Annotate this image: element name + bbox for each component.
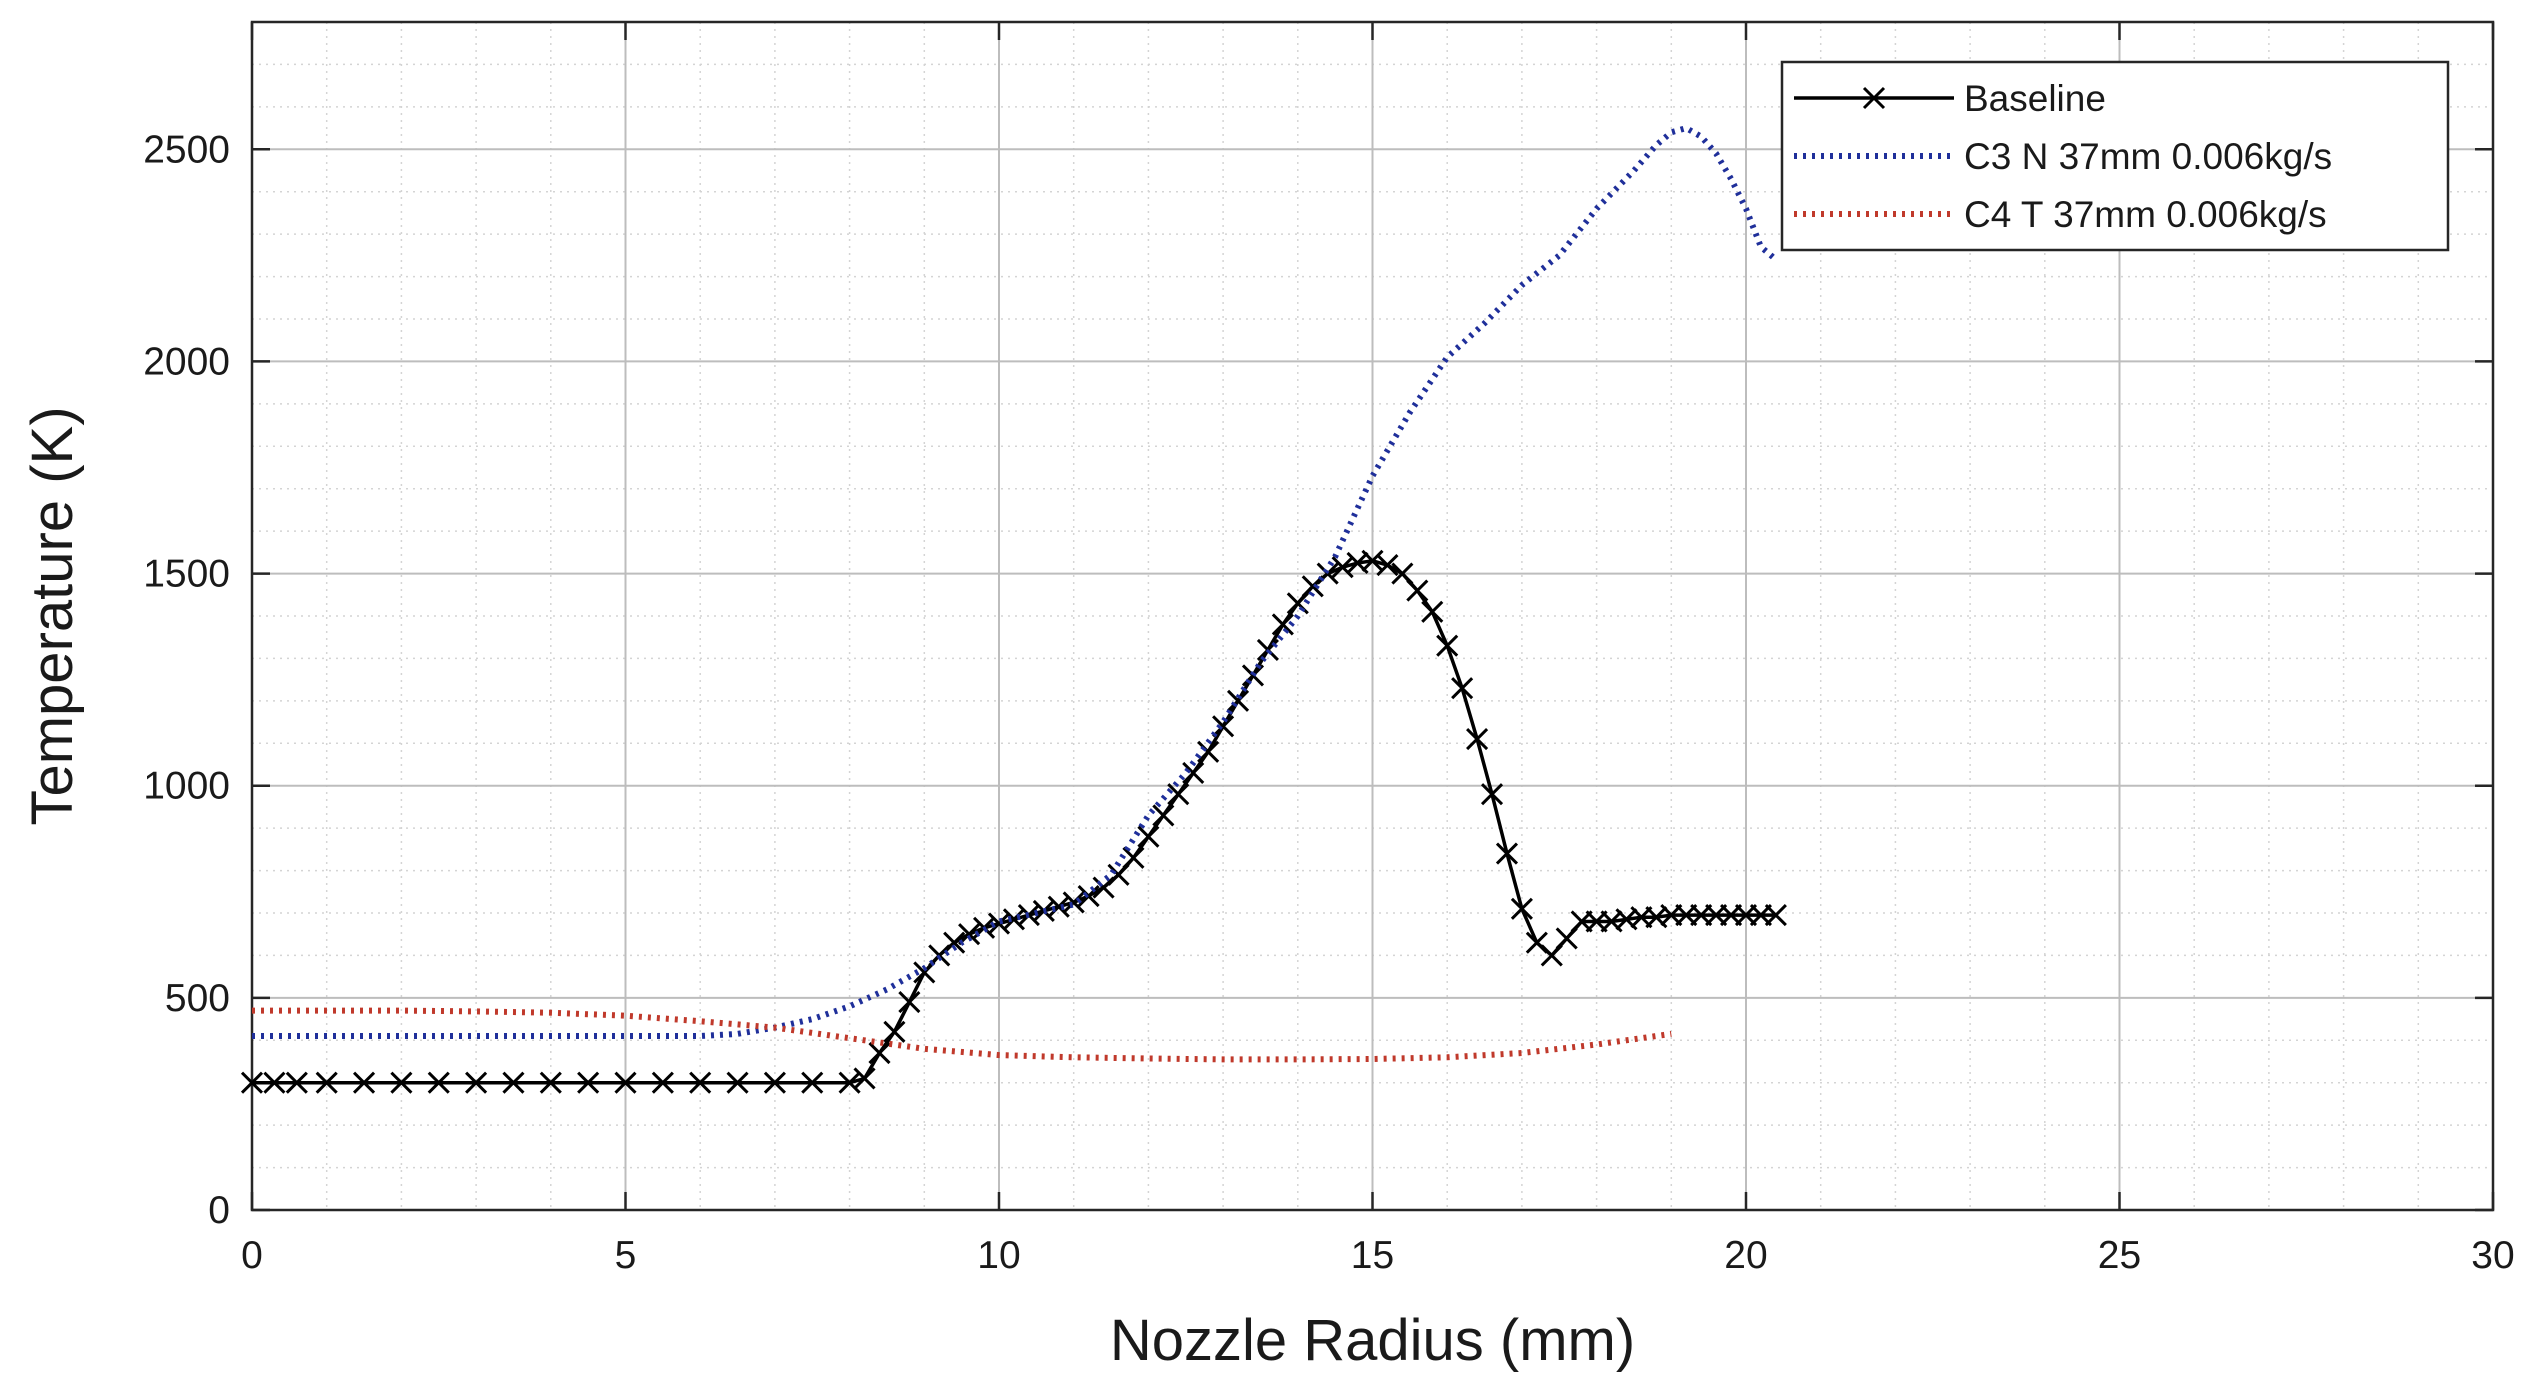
x-marker (1764, 904, 1787, 927)
x-marker (1301, 575, 1324, 598)
x-marker (577, 1071, 600, 1094)
x-marker (1167, 783, 1190, 806)
x-marker (1406, 579, 1429, 602)
x-marker (1002, 908, 1026, 931)
x-marker (898, 991, 921, 1014)
legend-label: C4 T 37mm 0.006kg/s (1964, 194, 2327, 235)
y-tick-label: 0 (208, 1189, 230, 1232)
series-line (252, 1007, 1672, 1063)
x-marker (352, 1071, 376, 1094)
x-marker (1271, 613, 1294, 636)
x-marker (1525, 931, 1548, 954)
x-marker (689, 1071, 712, 1094)
x-marker (263, 1071, 286, 1094)
legend: Baseline C3 N 37mm 0.006kg/s C4 T 37mm 0.0… (1780, 60, 2450, 252)
x-marker (763, 1071, 786, 1094)
x-marker (651, 1071, 674, 1094)
x-marker (987, 912, 1011, 935)
y-tick-label: 2500 (143, 128, 230, 171)
x-tick-label: 10 (977, 1234, 1020, 1277)
legend-item: Baseline (1794, 78, 2106, 119)
x-marker (1226, 689, 1250, 712)
x-marker (1062, 891, 1085, 914)
legend-item: C3 N 37mm 0.006kg/s (1794, 136, 2332, 177)
x-marker (1466, 727, 1489, 751)
x-marker (390, 1071, 413, 1094)
x-marker (1047, 895, 1070, 918)
x-tick-label: 5 (615, 1234, 637, 1277)
x-marker (1862, 86, 1886, 110)
x-marker (1092, 876, 1115, 899)
x-marker (726, 1071, 749, 1094)
x-marker (1212, 715, 1235, 738)
x-marker (1436, 634, 1459, 657)
x-marker (614, 1071, 637, 1094)
x-marker (1122, 846, 1145, 869)
x-marker (1331, 556, 1354, 579)
x-tick-label: 0 (241, 1234, 263, 1277)
x-tick-label: 15 (1351, 1234, 1394, 1277)
x-marker (539, 1071, 562, 1094)
x-marker (465, 1071, 488, 1094)
x-marker (801, 1071, 824, 1094)
x-tick-label: 20 (1724, 1234, 1767, 1277)
x-marker (943, 931, 966, 954)
legend-label: C3 N 37mm 0.006kg/s (1964, 136, 2332, 177)
x-marker (427, 1071, 450, 1094)
x-axis-title: Nozzle Radius (mm) (1110, 1308, 1635, 1373)
legend-item: C4 T 37mm 0.006kg/s (1794, 194, 2327, 235)
y-tick-label: 1500 (143, 553, 230, 596)
y-tick-label: 2000 (143, 340, 230, 383)
grid (251, 21, 2494, 1211)
x-marker (1495, 842, 1519, 865)
x-marker (1451, 677, 1474, 700)
x-marker (1137, 825, 1160, 848)
axes: 0 5 10 15 20 25 30 0 500 1000 1500 2000 2500 (143, 20, 2515, 1277)
x-marker (1182, 761, 1205, 785)
x-marker (1197, 740, 1220, 763)
x-marker (1376, 554, 1399, 577)
y-tick-label: 500 (165, 977, 230, 1020)
x-marker (1152, 804, 1175, 827)
y-axis-title: Temperature (K) (20, 406, 85, 825)
x-marker (838, 1071, 861, 1094)
series-3 (252, 1007, 1672, 1063)
series (240, 125, 1787, 1094)
x-marker (958, 923, 981, 946)
x-marker (315, 1071, 338, 1094)
x-marker (1480, 783, 1504, 806)
x-marker (240, 1071, 264, 1094)
x-marker (502, 1071, 525, 1094)
y-tick-label: 1000 (143, 765, 230, 808)
x-marker (1510, 897, 1533, 920)
x-marker (285, 1071, 308, 1094)
x-marker (868, 1041, 891, 1065)
x-marker (853, 1067, 876, 1090)
x-marker (1421, 600, 1444, 623)
x-tick-label: 30 (2471, 1234, 2514, 1277)
x-marker (883, 1020, 906, 1043)
x-tick-label: 25 (2098, 1234, 2141, 1277)
legend-label: Baseline (1964, 78, 2106, 119)
x-marker (1361, 549, 1384, 572)
